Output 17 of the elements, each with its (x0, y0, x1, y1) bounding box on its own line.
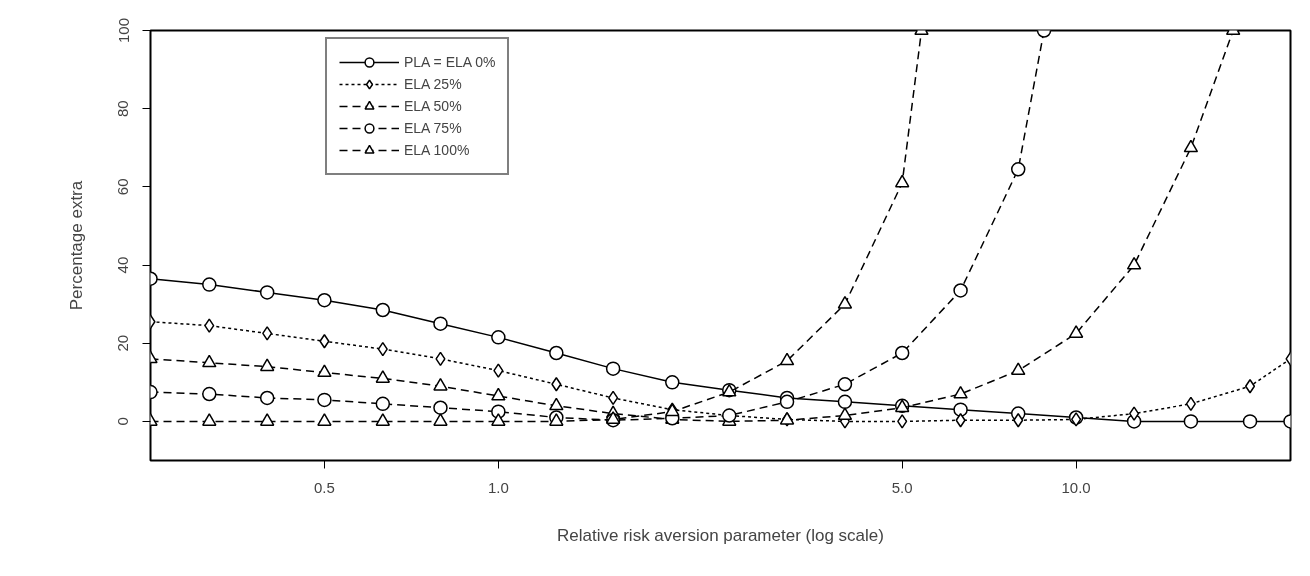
legend-label: ELA 100% (404, 141, 470, 160)
y-tick-label: 100 (114, 17, 132, 44)
legend-label: ELA 75% (404, 119, 462, 138)
legend-label: ELA 25% (404, 75, 462, 94)
x-tick-label: 1.0 (487, 478, 509, 496)
x-tick-label: 5.0 (891, 478, 913, 496)
legend-label: PLA = ELA 0% (404, 53, 496, 72)
legend-label: ELA 50% (404, 97, 462, 116)
y-tick-label: 40 (114, 256, 132, 274)
y-axis-title: Percentage extra (66, 180, 86, 311)
x-axis-title: Relative risk aversion parameter (log scale) (557, 525, 884, 545)
x-tick-label: 10.0 (1061, 478, 1091, 496)
y-tick-label: 60 (114, 178, 132, 196)
y-tick-label: 20 (114, 334, 132, 352)
y-tick-label: 0 (114, 417, 132, 426)
x-tick-label: 0.5 (314, 478, 335, 496)
y-tick-label: 80 (114, 100, 132, 118)
